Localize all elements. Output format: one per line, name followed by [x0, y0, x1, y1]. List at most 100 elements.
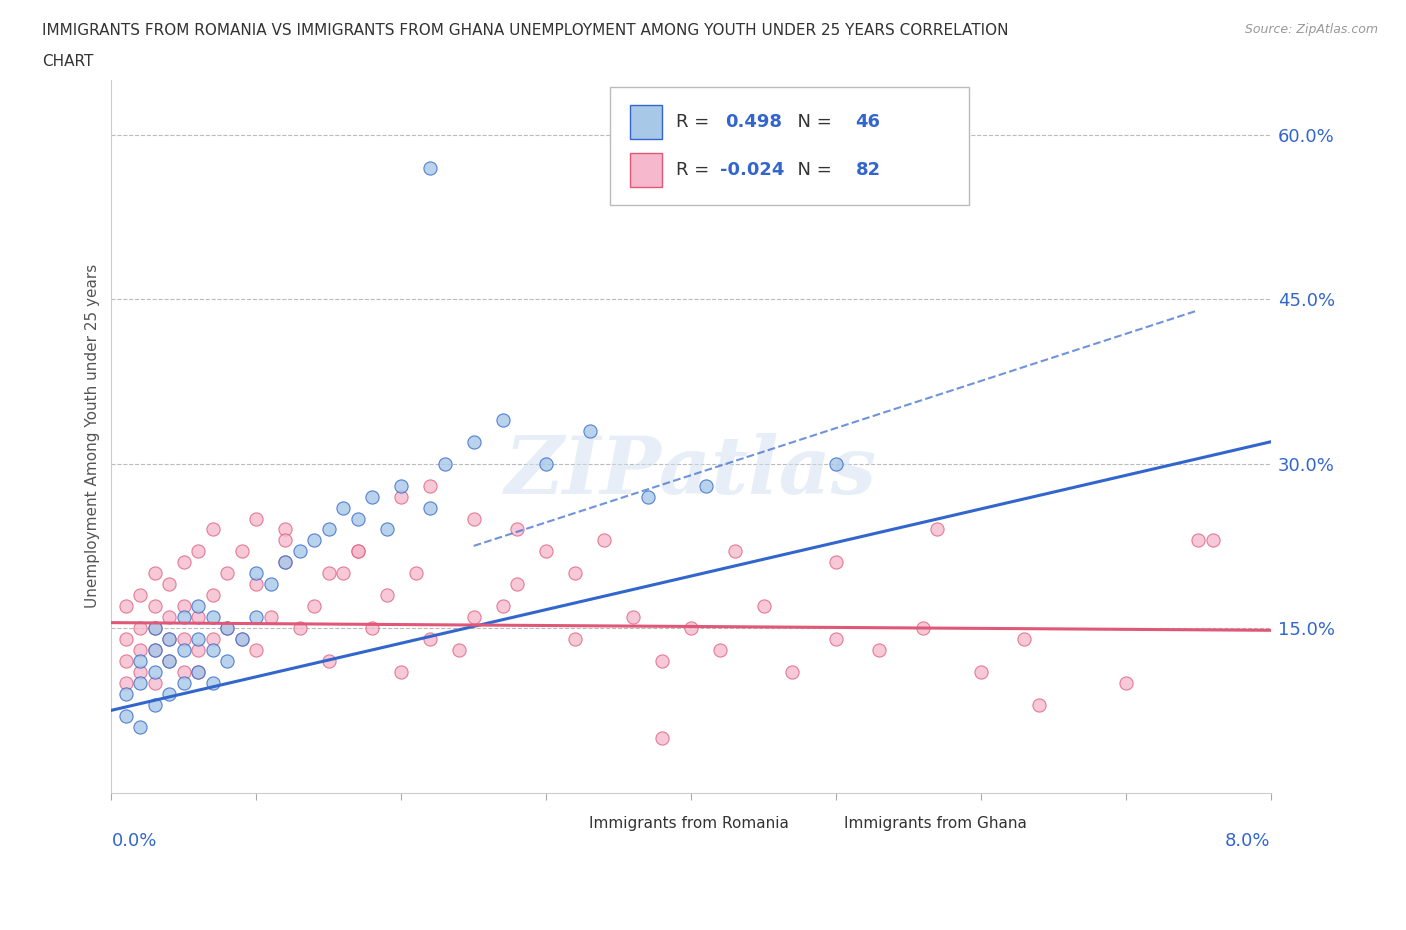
Point	[143, 643, 166, 658]
Point	[534, 457, 557, 472]
Point	[115, 599, 138, 614]
Text: N =: N =	[786, 113, 838, 131]
Text: N =: N =	[786, 161, 838, 179]
Point	[1014, 631, 1036, 646]
Point	[1115, 675, 1137, 690]
Point	[201, 631, 224, 646]
Point	[129, 675, 152, 690]
Point	[651, 654, 673, 669]
Point	[260, 610, 283, 625]
Bar	[553, 813, 581, 835]
Text: Immigrants from Romania: Immigrants from Romania	[589, 816, 789, 830]
Point	[129, 665, 152, 680]
Text: Immigrants from Ghana: Immigrants from Ghana	[844, 816, 1026, 830]
Point	[593, 533, 616, 548]
Point	[245, 577, 267, 591]
Point	[288, 544, 311, 559]
Point	[375, 588, 398, 603]
Point	[115, 654, 138, 669]
Point	[304, 533, 326, 548]
Point	[115, 709, 138, 724]
Point	[389, 478, 412, 493]
Point	[274, 555, 297, 570]
Point	[187, 665, 209, 680]
Point	[187, 665, 209, 680]
Point	[389, 489, 412, 504]
Point	[681, 620, 703, 635]
Text: 0.0%: 0.0%	[111, 831, 157, 850]
Point	[433, 457, 456, 472]
Point	[231, 631, 253, 646]
Point	[157, 610, 180, 625]
Point	[115, 675, 138, 690]
Point	[405, 565, 427, 580]
Point	[463, 610, 485, 625]
Point	[419, 500, 441, 515]
Point	[506, 522, 529, 537]
Point	[1202, 533, 1225, 548]
Point	[825, 555, 848, 570]
Point	[157, 631, 180, 646]
Point	[825, 631, 848, 646]
Point	[187, 631, 209, 646]
Text: 0.498: 0.498	[724, 113, 782, 131]
Point	[245, 565, 267, 580]
Point	[318, 654, 340, 669]
Point	[723, 544, 745, 559]
Point	[651, 730, 673, 745]
FancyBboxPatch shape	[610, 87, 969, 205]
Point	[143, 698, 166, 712]
Point	[911, 620, 934, 635]
Point	[304, 599, 326, 614]
Text: Source: ZipAtlas.com: Source: ZipAtlas.com	[1244, 23, 1378, 36]
Point	[492, 412, 515, 427]
Point	[217, 565, 239, 580]
Point	[463, 434, 485, 449]
Point	[332, 500, 354, 515]
Point	[695, 478, 717, 493]
Point	[346, 512, 368, 526]
Point	[129, 588, 152, 603]
Point	[201, 643, 224, 658]
Point	[201, 675, 224, 690]
Text: R =: R =	[676, 113, 716, 131]
Point	[173, 675, 195, 690]
Point	[346, 544, 368, 559]
Point	[173, 610, 195, 625]
Point	[245, 512, 267, 526]
Point	[274, 533, 297, 548]
Point	[506, 577, 529, 591]
Point	[927, 522, 949, 537]
Point	[129, 643, 152, 658]
Point	[578, 423, 600, 438]
Bar	[630, 105, 662, 140]
Text: 46: 46	[856, 113, 880, 131]
Point	[389, 665, 412, 680]
Point	[157, 654, 180, 669]
Point	[187, 599, 209, 614]
Point	[231, 544, 253, 559]
Point	[187, 643, 209, 658]
Point	[143, 565, 166, 580]
Point	[115, 631, 138, 646]
Point	[143, 675, 166, 690]
Text: ZIPatlas: ZIPatlas	[505, 433, 877, 511]
Point	[361, 489, 384, 504]
Point	[332, 565, 354, 580]
Point	[492, 599, 515, 614]
Point	[173, 555, 195, 570]
Point	[274, 555, 297, 570]
Point	[129, 620, 152, 635]
Point	[346, 544, 368, 559]
Point	[419, 478, 441, 493]
Point	[187, 610, 209, 625]
Point	[637, 489, 659, 504]
Point	[825, 457, 848, 472]
Point	[463, 512, 485, 526]
Text: 8.0%: 8.0%	[1225, 831, 1271, 850]
Point	[245, 610, 267, 625]
Bar	[807, 813, 837, 835]
Point	[173, 665, 195, 680]
Point	[129, 719, 152, 734]
Point	[1028, 698, 1050, 712]
